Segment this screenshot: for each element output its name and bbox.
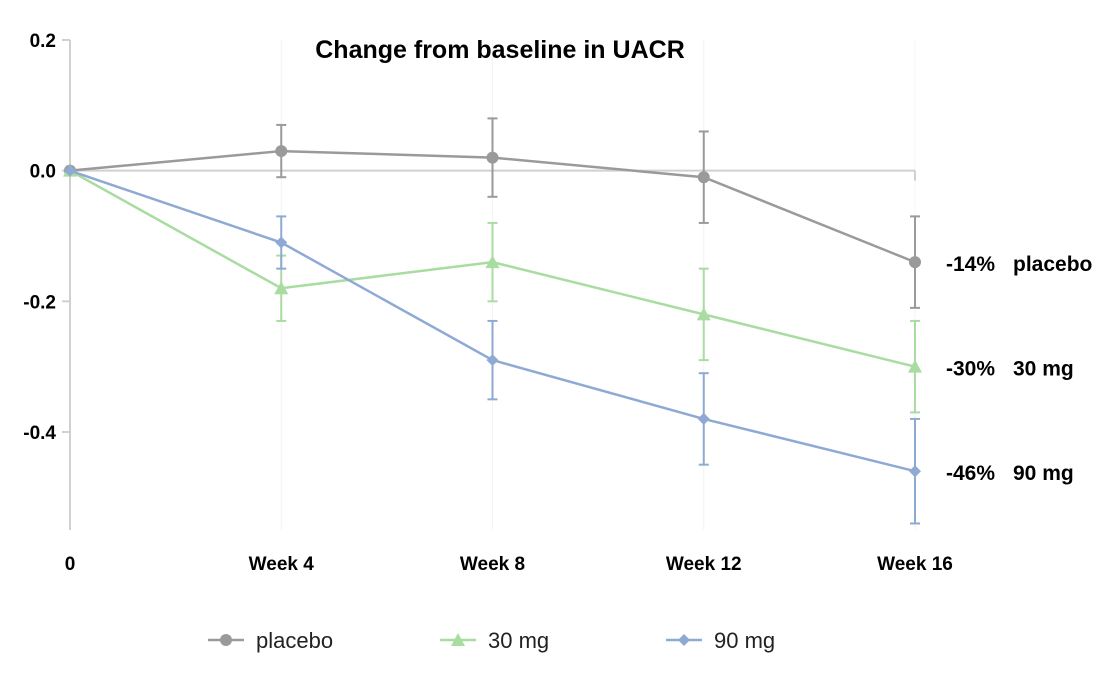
x-tick-label: Week 12: [666, 554, 742, 575]
data-point: [486, 354, 499, 367]
series-30-mg: [63, 163, 922, 414]
legend-label: 90 mg: [714, 628, 775, 653]
legend: placebo 30 mg 90 mg: [208, 628, 775, 653]
data-point: [697, 171, 710, 184]
data-point: [486, 151, 499, 164]
end-label-name: 90 mg: [1013, 462, 1074, 485]
data-point: [64, 164, 76, 177]
y-tick-label: -0.2: [23, 292, 56, 313]
y-tick-label: 0.0: [30, 162, 56, 183]
vertical-guides: [280, 40, 916, 530]
y-tick-label: 0.2: [30, 31, 56, 52]
y-axis-ticks: 0.2 0.0 -0.2 -0.4: [23, 31, 70, 444]
legend-item: placebo: [208, 628, 333, 653]
data-point: [908, 359, 922, 373]
x-tick-label: Week 8: [460, 554, 525, 575]
series-90-mg: [64, 164, 921, 525]
end-labels: -14% placebo -30% 30 mg -46% 90 mg: [946, 253, 1092, 485]
data-point: [220, 634, 232, 646]
data-point: [909, 256, 921, 269]
x-tick-label: Week 4: [249, 554, 315, 575]
chart-title: Change from baseline in UACR: [315, 36, 685, 64]
data-point: [697, 412, 710, 425]
data-point: [909, 465, 921, 478]
end-label-name: placebo: [1013, 253, 1092, 276]
series-layer: [63, 117, 922, 525]
legend-label: 30 mg: [488, 628, 549, 653]
y-tick-label: -0.4: [23, 423, 56, 444]
data-point: [274, 281, 289, 295]
data-point: [451, 633, 465, 646]
legend-label: placebo: [256, 628, 333, 653]
data-point: [696, 307, 711, 321]
end-label-percent: -30%: [946, 358, 995, 381]
x-tick-label: Week 16: [877, 554, 953, 575]
end-label-percent: -14%: [946, 253, 995, 276]
data-point: [678, 634, 690, 646]
data-point: [485, 255, 500, 269]
data-point: [275, 145, 288, 158]
x-axis-ticks: 0 Week 4 Week 8 Week 12 Week 16: [65, 554, 953, 575]
x-tick-label: 0: [65, 554, 76, 575]
legend-item: 90 mg: [666, 628, 775, 653]
legend-item: 30 mg: [440, 628, 549, 653]
end-label-name: 30 mg: [1013, 358, 1074, 381]
end-label-percent: -46%: [946, 462, 995, 485]
data-point: [275, 236, 288, 249]
